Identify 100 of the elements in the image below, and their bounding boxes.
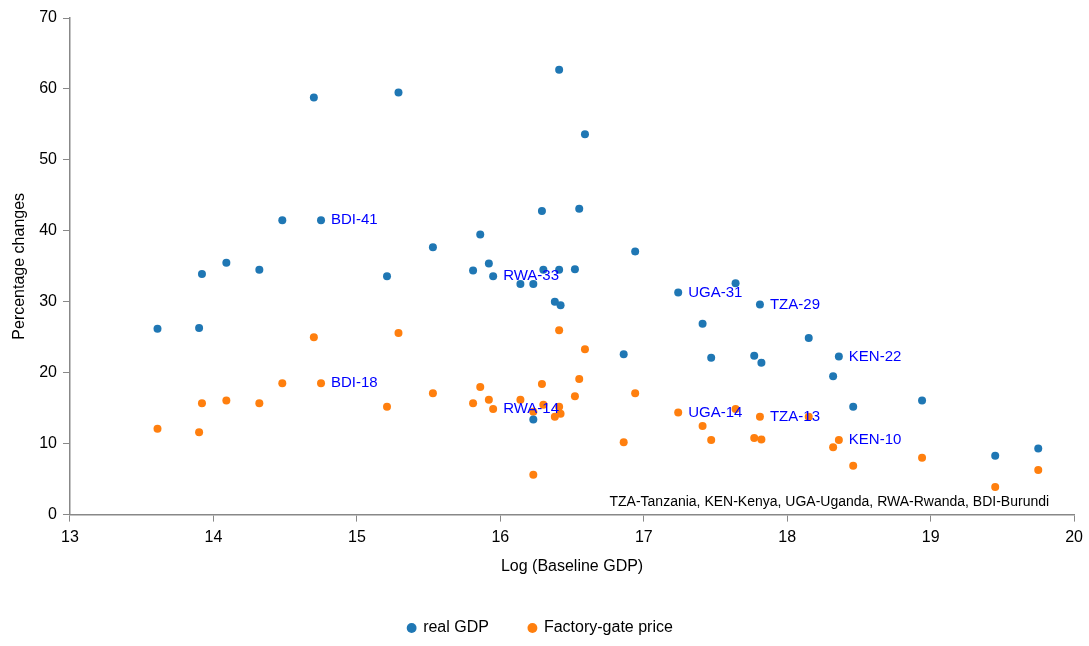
- point: [489, 272, 498, 281]
- annotation: RWA-33: [503, 266, 560, 284]
- point: [222, 396, 231, 405]
- point: [991, 451, 1000, 460]
- annotation: UGA-31: [688, 282, 743, 300]
- point: [255, 265, 264, 274]
- point: [484, 395, 493, 404]
- point: [707, 353, 716, 362]
- point: [698, 421, 707, 430]
- legend-label: real GDP: [423, 618, 489, 636]
- point: [278, 379, 287, 388]
- point: [674, 408, 683, 417]
- point: [555, 65, 564, 74]
- point: [255, 399, 264, 408]
- point: [309, 333, 318, 342]
- point: [383, 272, 392, 281]
- x-tick-label: 20: [1065, 527, 1084, 545]
- point: [757, 358, 766, 367]
- y-tick-label: 40: [39, 221, 58, 239]
- x-axis-title: Log (Baseline GDP): [500, 556, 644, 574]
- point: [476, 382, 485, 391]
- point: [580, 345, 589, 354]
- x-tick-label: 13: [61, 527, 79, 545]
- point: [755, 412, 764, 421]
- x-tick-label: 18: [778, 527, 797, 545]
- point: [674, 288, 683, 297]
- point: [1034, 444, 1043, 453]
- point: [918, 396, 927, 405]
- point: [516, 280, 525, 289]
- point: [555, 326, 564, 335]
- point: [309, 93, 318, 102]
- point: [991, 482, 1000, 491]
- point: [153, 324, 162, 333]
- point: [222, 258, 231, 267]
- point: [829, 443, 838, 452]
- point: [750, 351, 759, 360]
- point: [698, 319, 707, 328]
- annotation: KEN-10: [848, 430, 902, 448]
- point: [834, 352, 843, 361]
- point: [394, 88, 403, 97]
- y-axis-title: Percentage changes: [10, 192, 28, 340]
- point: [529, 470, 538, 479]
- point: [757, 435, 766, 444]
- point: [619, 350, 628, 359]
- point: [153, 424, 162, 433]
- point: [849, 402, 858, 411]
- point: [556, 301, 565, 310]
- x-tick-label: 17: [634, 527, 653, 545]
- point: [317, 216, 326, 225]
- point: [755, 300, 764, 309]
- point: [834, 436, 843, 445]
- y-tick-label: 0: [48, 505, 58, 523]
- point: [489, 404, 498, 413]
- point: [1034, 465, 1043, 474]
- point: [537, 380, 546, 389]
- point: [750, 433, 759, 442]
- point: [829, 372, 838, 381]
- annotation: TZA-29: [769, 294, 820, 312]
- point: [484, 259, 493, 268]
- y-tick-label: 70: [39, 8, 58, 26]
- point: [580, 130, 589, 139]
- point: [428, 389, 437, 398]
- point: [195, 324, 204, 333]
- x-tick-label: 15: [347, 527, 366, 545]
- point: [918, 453, 927, 462]
- point: [849, 461, 858, 470]
- y-tick-label: 30: [39, 292, 58, 310]
- point: [631, 389, 640, 398]
- x-tick-label: 19: [921, 527, 940, 545]
- annotation: BDI-41: [331, 210, 378, 228]
- point: [197, 270, 206, 279]
- point: [476, 230, 485, 239]
- point: [707, 436, 716, 445]
- point: [575, 204, 584, 213]
- point: [804, 333, 813, 342]
- annotation: TZA-Tanzania, KEN-Kenya, UGA-Uganda, RWA-Rwanda, BDI-Burundi: [609, 493, 1050, 510]
- y-tick-label: 20: [39, 363, 58, 381]
- y-tick-label: 50: [39, 150, 58, 168]
- point: [428, 243, 437, 252]
- point: [529, 280, 538, 289]
- point: [619, 438, 628, 447]
- y-tick-label: 10: [39, 434, 58, 452]
- point: [195, 428, 204, 437]
- point: [537, 206, 546, 215]
- annotation: TZA-13: [769, 406, 820, 424]
- point: [570, 265, 579, 274]
- point: [575, 375, 584, 384]
- point: [278, 216, 287, 225]
- point: [317, 379, 326, 388]
- legend-label: Factory-gate price: [543, 618, 673, 636]
- y-tick-label: 60: [39, 79, 58, 97]
- annotation: BDI-18: [331, 373, 378, 391]
- point: [383, 402, 392, 411]
- x-tick-label: 14: [204, 527, 223, 545]
- point: [550, 297, 559, 306]
- annotation: KEN-22: [848, 346, 902, 364]
- point: [469, 399, 478, 408]
- point: [469, 266, 478, 275]
- point: [631, 247, 640, 256]
- point: [197, 399, 206, 408]
